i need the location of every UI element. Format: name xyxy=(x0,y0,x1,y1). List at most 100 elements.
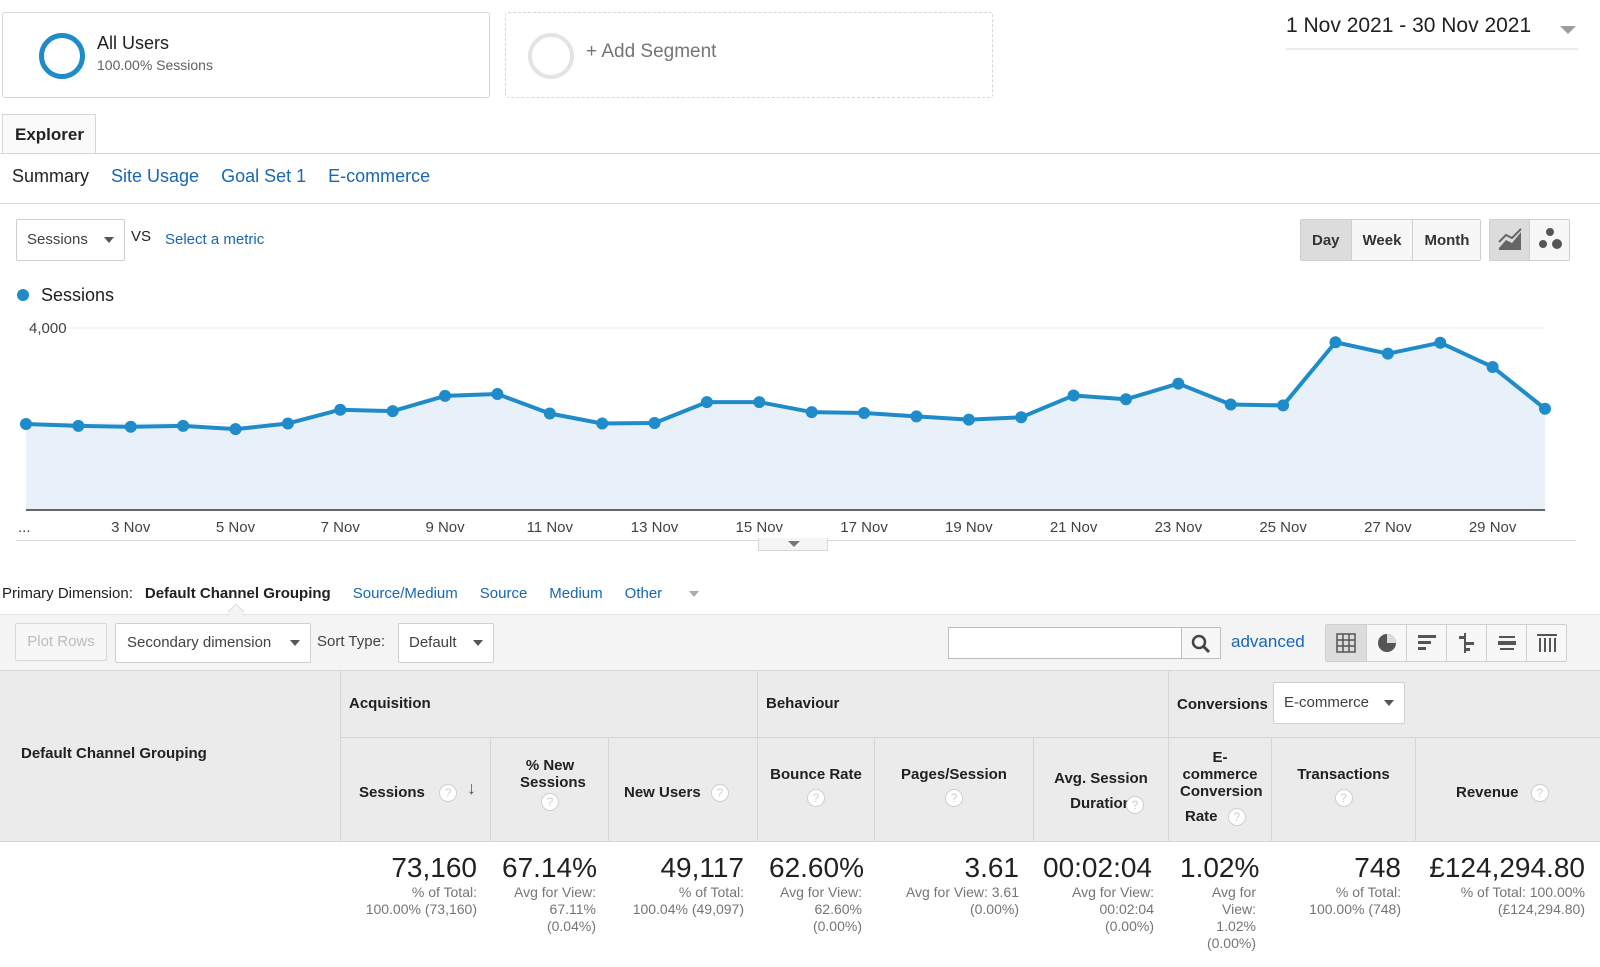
total-transactions: 748 % of Total: 100.00% (748) xyxy=(1271,852,1401,918)
col-revenue[interactable]: Revenue ? xyxy=(1456,784,1549,803)
total-pages-session-note: Avg for View: 3.61 xyxy=(905,884,1019,900)
line-chart-button[interactable] xyxy=(1490,220,1530,260)
col-ecommerce-conversion-label: E-commerce Conversion xyxy=(1180,749,1263,800)
col-new-sessions[interactable]: % New Sessions ? xyxy=(495,757,605,811)
total-sessions-note: 100.00% (73,160) xyxy=(365,901,477,917)
total-bounce-rate-value: 62.60% xyxy=(769,852,864,883)
comparison-view-button[interactable] xyxy=(1446,625,1486,661)
advanced-filter-link[interactable]: advanced xyxy=(1231,632,1305,651)
col-ecommerce-conversion-rate[interactable]: E-commerce Conversion Rate ? xyxy=(1171,749,1269,827)
help-icon[interactable]: ? xyxy=(1126,796,1144,814)
sort-descending-icon[interactable]: ↓ xyxy=(467,778,476,798)
date-range-picker[interactable]: 1 Nov 2021 - 30 Nov 2021 xyxy=(1286,14,1578,50)
sort-type-value: Default xyxy=(409,634,457,651)
y-tick-label: 4,000 xyxy=(29,320,67,337)
sessions-point xyxy=(20,417,32,430)
sessions-line xyxy=(25,340,1547,432)
help-icon[interactable]: ? xyxy=(439,784,458,803)
period-month-button[interactable]: Month xyxy=(1412,220,1480,260)
performance-view-button[interactable] xyxy=(1406,625,1446,661)
col-revenue-label: Revenue xyxy=(1456,784,1519,801)
total-new-sessions-note: (0.04%) xyxy=(546,918,596,934)
help-icon[interactable]: ? xyxy=(1530,784,1549,803)
vs-label: VS xyxy=(131,228,152,245)
total-pages-session: 3.61 Avg for View: 3.61 (0.00%) xyxy=(874,852,1019,918)
sessions-point xyxy=(858,407,871,420)
dimension-other[interactable]: Other xyxy=(625,585,722,602)
column-divider xyxy=(340,670,341,967)
col-bounce-rate[interactable]: Bounce Rate ? xyxy=(760,766,872,807)
sort-type-label: Sort Type: xyxy=(317,633,386,650)
help-icon[interactable]: ? xyxy=(541,793,559,811)
legend-sessions-dot xyxy=(17,289,29,301)
col-avg-session-duration[interactable]: Avg. Session Duration ? xyxy=(1036,766,1166,816)
total-transactions-value: 748 xyxy=(1354,852,1401,883)
sessions-point xyxy=(1224,398,1237,411)
term-cloud-view-button[interactable] xyxy=(1486,625,1526,661)
help-icon[interactable]: ? xyxy=(807,789,825,807)
chevron-down-icon xyxy=(1384,700,1394,706)
select-metric-link[interactable]: Select a metric xyxy=(165,231,265,248)
subtab-goal-set[interactable]: Goal Set 1 xyxy=(221,166,307,186)
col-new-users[interactable]: New Users ? xyxy=(624,784,729,803)
help-icon[interactable]: ? xyxy=(710,784,729,803)
col-new-users-label: New Users xyxy=(624,784,701,801)
sessions-point xyxy=(491,388,504,401)
col-bounce-rate-label: Bounce Rate xyxy=(770,766,862,783)
subtab-ecommerce[interactable]: E-commerce xyxy=(328,166,431,186)
col-ecommerce-rate-line: Rate ? xyxy=(1171,808,1269,827)
secondary-dimension-select[interactable]: Secondary dimension xyxy=(115,623,311,663)
data-view-button[interactable] xyxy=(1326,625,1366,661)
x-tick-label: 15 Nov xyxy=(736,519,784,536)
dimension-header[interactable]: Default Channel Grouping xyxy=(21,745,207,762)
total-ecommerce-conversion-rate: 1.02% Avg for View: 1.02% (0.00%) xyxy=(1168,852,1259,952)
table-search-input[interactable] xyxy=(948,627,1182,659)
col-pages-session[interactable]: Pages/Session ? xyxy=(877,766,1031,807)
x-tick-label: 5 Nov xyxy=(216,519,256,536)
segment-all-users[interactable]: All Users 100.00% Sessions xyxy=(2,12,490,98)
conversions-select[interactable]: E-commerce xyxy=(1273,682,1405,724)
sessions-point xyxy=(543,407,556,420)
subtab-site-usage[interactable]: Site Usage xyxy=(111,166,200,186)
help-icon[interactable]: ? xyxy=(1227,808,1246,827)
sessions-point xyxy=(72,419,85,432)
add-segment-button[interactable]: + Add Segment xyxy=(505,12,993,98)
sessions-point xyxy=(177,419,190,432)
dimension-source[interactable]: Source xyxy=(479,585,528,602)
row-divider xyxy=(340,737,1600,738)
search-button[interactable] xyxy=(1181,627,1221,659)
sessions-point xyxy=(648,417,661,429)
period-week-button[interactable]: Week xyxy=(1350,220,1413,260)
total-avg-session-duration-note: 00:02:04 xyxy=(1099,901,1155,917)
chart-type-toggle xyxy=(1489,219,1570,261)
motion-chart-button[interactable] xyxy=(1530,220,1570,260)
total-revenue-note: % of Total: 100.00% xyxy=(1460,884,1585,900)
help-icon[interactable]: ? xyxy=(1334,789,1353,807)
subtab-summary[interactable]: Summary xyxy=(12,166,90,186)
col-transactions[interactable]: Transactions ? xyxy=(1274,766,1413,807)
chart-collapse-button[interactable] xyxy=(758,538,828,551)
sessions-point xyxy=(1119,393,1132,406)
sessions-point xyxy=(1434,336,1447,349)
col-sessions[interactable]: Sessions ? xyxy=(359,784,458,803)
chevron-down-icon xyxy=(689,591,700,598)
tab-explorer[interactable]: Explorer xyxy=(2,114,96,154)
total-avg-session-duration-note: Avg for View: xyxy=(1072,884,1154,900)
metric-select[interactable]: Sessions xyxy=(16,219,125,261)
help-icon[interactable]: ? xyxy=(945,789,963,807)
pivot-view-button[interactable] xyxy=(1526,625,1566,661)
totals-row xyxy=(0,842,1600,967)
dimension-source-medium[interactable]: Source/Medium xyxy=(352,585,458,602)
total-ecommerce-conversion-note: Avg for xyxy=(1211,884,1256,900)
dimension-medium[interactable]: Medium xyxy=(549,585,603,602)
term-cloud-icon xyxy=(1498,636,1516,650)
col-new-sessions-label: % New Sessions xyxy=(520,757,586,791)
sort-type-select[interactable]: Default xyxy=(398,623,494,663)
total-transactions-note: 100.00% (748) xyxy=(1309,901,1401,917)
total-ecommerce-conversion-note: View: xyxy=(1222,901,1256,917)
plot-rows-button[interactable]: Plot Rows xyxy=(15,623,107,661)
period-day-button[interactable]: Day xyxy=(1301,220,1351,260)
total-sessions-value: 73,160 xyxy=(391,852,477,883)
percentage-view-button[interactable] xyxy=(1366,625,1406,661)
